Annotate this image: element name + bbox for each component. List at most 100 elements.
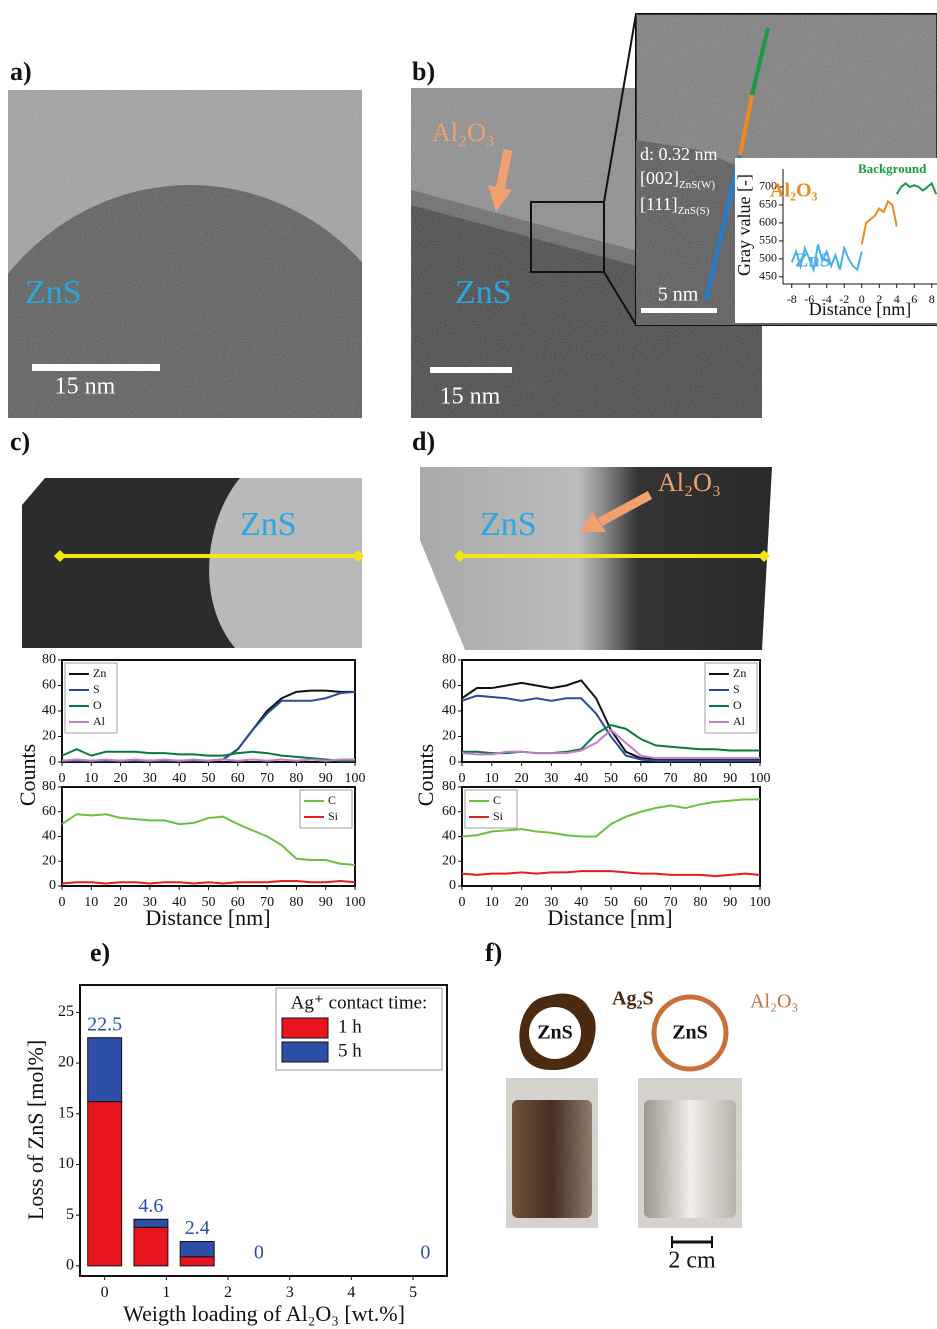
scale-label: 15 nm xyxy=(55,374,116,400)
bar-segment xyxy=(88,1102,122,1266)
photo xyxy=(506,1078,742,1228)
x-tick-label: 70 xyxy=(664,771,678,786)
y-tick-label: 0 xyxy=(449,754,456,769)
x-tick-label: 100 xyxy=(345,771,366,786)
panel-label: b) xyxy=(412,57,435,86)
x-tick-label: 0 xyxy=(459,895,466,910)
legend-label: Si xyxy=(328,809,339,823)
material-label: ZnS xyxy=(455,274,512,311)
legend-label: S xyxy=(93,682,100,696)
material-label: ZnS xyxy=(480,506,537,543)
x-tick-label: 20 xyxy=(515,895,529,910)
x-tick-label: 40 xyxy=(172,771,186,786)
y-tick-label: 0 xyxy=(49,878,56,893)
y-tick-label: 20 xyxy=(442,853,456,868)
shell-label: Al₂O₃ xyxy=(750,991,798,1013)
x-tick-label: 10 xyxy=(485,895,499,910)
y-tick-label: 40 xyxy=(42,703,56,718)
x-axis-label: Distance [nm] xyxy=(547,905,672,930)
coating-label: Al₂O₃ xyxy=(432,118,495,147)
y-tick-label: 0 xyxy=(449,878,456,893)
x-tick-label: 80 xyxy=(289,895,303,910)
legend-label: Background xyxy=(858,161,927,176)
core-label: ZnS xyxy=(672,1022,708,1044)
legend-label: 1 h xyxy=(338,1016,362,1037)
bar-segment xyxy=(88,1038,122,1102)
y-axis-label: Counts xyxy=(15,744,40,806)
figure: a) ZnS 15 nm b) Al₂O₃ ZnS 15 nm d: 0.32 … xyxy=(0,0,937,1329)
y-tick-label: 15 xyxy=(58,1104,74,1121)
page: { "panels": { "a": {"label": "a)", "mate… xyxy=(0,0,937,1329)
total-label: 2.4 xyxy=(185,1217,210,1239)
material-label: ZnS xyxy=(240,506,297,543)
y-tick-label: 40 xyxy=(442,829,456,844)
x-tick-label: 0 xyxy=(59,895,66,910)
x-tick-label: 90 xyxy=(723,895,737,910)
y-axis-label: Gray value [-] xyxy=(734,174,754,276)
x-tick-label: 90 xyxy=(319,895,333,910)
x-tick-label: 90 xyxy=(723,771,737,786)
scale-label: 2 cm xyxy=(668,1248,716,1274)
y-tick-label: 550 xyxy=(759,233,777,247)
y-tick-label: 60 xyxy=(42,804,56,819)
y-tick-label: 60 xyxy=(42,678,56,693)
legend-label: Al xyxy=(733,714,746,728)
x-tick-label: 10 xyxy=(485,771,499,786)
data-line xyxy=(462,871,760,876)
total-label: 0 xyxy=(420,1241,430,1263)
legend-label: Si xyxy=(493,809,504,823)
y-tick-label: 60 xyxy=(442,678,456,693)
total-label: 22.5 xyxy=(87,1013,122,1035)
panel-label: a) xyxy=(10,57,32,86)
x-tick-label: 80 xyxy=(693,895,707,910)
y-tick-label: 500 xyxy=(759,251,777,265)
coating-label: Al₂O₃ xyxy=(658,468,721,497)
y-tick-label: 20 xyxy=(42,729,56,744)
panel-label: d) xyxy=(412,427,435,456)
scale-label: 15 nm xyxy=(440,384,501,410)
x-tick-label: 6 xyxy=(911,292,917,306)
legend-swatch xyxy=(282,1018,328,1038)
x-tick-label: 2 xyxy=(224,1284,232,1301)
legend-label: ZnS xyxy=(795,250,831,272)
x-tick-label: 3 xyxy=(286,1284,294,1301)
x-tick-label: 0 xyxy=(59,771,66,786)
y-axis-label: Loss of ZnS [mol%] xyxy=(23,1040,48,1220)
x-tick-label: 20 xyxy=(114,895,128,910)
plane: [002] xyxy=(640,168,679,188)
bar-segment xyxy=(180,1242,214,1257)
y-tick-label: 25 xyxy=(58,1003,74,1020)
y-tick-label: 5 xyxy=(66,1206,74,1223)
y-tick-label: 80 xyxy=(442,652,456,667)
material-label: ZnS xyxy=(25,274,82,311)
legend-label: Al xyxy=(93,714,106,728)
bar-segment xyxy=(134,1219,168,1227)
x-tick-label: 50 xyxy=(202,771,216,786)
x-tick-label: 0 xyxy=(459,771,466,786)
shell-label: Ag₂S xyxy=(612,988,654,1010)
x-tick-label: 80 xyxy=(693,771,707,786)
x-tick-label: 100 xyxy=(750,771,771,786)
x-tick-label: 0 xyxy=(101,1284,109,1301)
x-tick-label: 30 xyxy=(544,771,558,786)
x-axis-label: Distance [nm] xyxy=(809,299,911,319)
y-tick-label: 60 xyxy=(442,804,456,819)
core-label: ZnS xyxy=(537,1022,573,1044)
y-tick-label: 0 xyxy=(66,1257,74,1274)
y-tick-label: 80 xyxy=(42,779,56,794)
y-tick-label: 80 xyxy=(42,652,56,667)
y-tick-label: 600 xyxy=(759,215,777,229)
plane-sub: ZnS(S) xyxy=(678,205,710,217)
x-tick-label: -8 xyxy=(787,292,797,306)
x-tick-label: 40 xyxy=(574,771,588,786)
y-tick-label: 450 xyxy=(759,269,777,283)
y-tick-label: 80 xyxy=(442,779,456,794)
legend-label: 5 h xyxy=(338,1040,362,1061)
x-tick-label: 80 xyxy=(289,771,303,786)
total-label: 0 xyxy=(254,1241,264,1263)
plane-sub: ZnS(W) xyxy=(679,179,715,191)
scale-bar xyxy=(430,367,512,373)
x-tick-label: 70 xyxy=(260,771,274,786)
x-tick-label: 10 xyxy=(84,771,98,786)
panel-label: c) xyxy=(10,427,30,456)
